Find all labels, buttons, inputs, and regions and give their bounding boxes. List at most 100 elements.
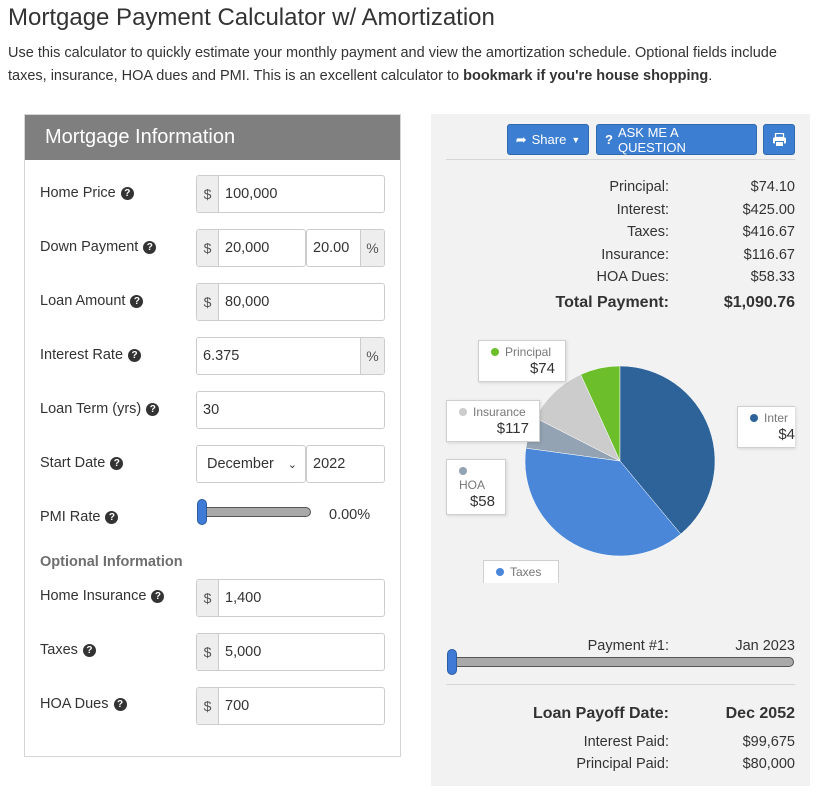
print-button[interactable]: [763, 124, 795, 155]
chevron-down-icon: ⌄: [287, 458, 297, 471]
down-payment-percent-input[interactable]: [307, 230, 360, 266]
principal-paid-label: Principal Paid:: [576, 756, 669, 772]
interest-rate-input[interactable]: [197, 338, 360, 374]
start-month-select[interactable]: December ⌄: [196, 445, 306, 483]
loan-amount-input[interactable]: [219, 284, 384, 320]
loan-payoff-row: Loan Payoff Date: Dec 2052: [446, 705, 795, 727]
share-label: Share: [531, 132, 567, 147]
divider: [446, 159, 795, 160]
hoa-tooltip-name: HOA: [459, 478, 486, 492]
interest-tooltip: Inter $4: [737, 406, 795, 448]
home-insurance-input[interactable]: [219, 580, 384, 616]
taxes-tooltip-name: Taxes: [510, 565, 542, 579]
pie-slice-taxes[interactable]: [524, 447, 682, 557]
hoa-dues-field[interactable]: $: [196, 687, 385, 725]
share-icon: ➦: [515, 131, 527, 147]
help-icon[interactable]: ?: [130, 294, 144, 308]
interest-paid-row: Interest Paid: $99,675: [446, 734, 795, 756]
help-icon[interactable]: ?: [113, 697, 127, 711]
loan-term-field[interactable]: [196, 391, 385, 429]
down-payment-label-text: Down Payment: [40, 239, 139, 255]
help-icon[interactable]: ?: [143, 240, 157, 254]
loan-payoff-label: Loan Payoff Date:: [532, 705, 669, 722]
interest-row: Interest: $425.00: [446, 202, 795, 224]
intro-bold-text: bookmark if you're house shopping: [463, 68, 709, 84]
intro-text: Use this calculator to quickly estimate …: [8, 45, 777, 84]
total-payment-label: Total Payment:: [555, 294, 670, 311]
hoa-tooltip: HOA $58: [446, 459, 506, 515]
pmi-slider-handle[interactable]: [197, 499, 207, 525]
loan-term-input[interactable]: [197, 392, 384, 428]
taxes-field[interactable]: $: [196, 633, 385, 671]
insurance-tooltip-name: Insurance: [473, 405, 526, 419]
interest-rate-field[interactable]: %: [196, 337, 385, 375]
ask-question-label: ASK ME A QUESTION: [617, 124, 686, 155]
ask-question-button[interactable]: ? ASK ME A QUESTION: [596, 124, 757, 155]
principal-paid-value: $80,000: [742, 756, 795, 772]
dollar-addon: $: [197, 688, 219, 724]
interest-value: $425.00: [742, 202, 795, 218]
interest-rate-label: Interest Rate ?: [40, 347, 142, 363]
payment-pie-chart: [524, 365, 716, 557]
payment-slider-track[interactable]: [447, 657, 794, 667]
share-button[interactable]: ➦ Share ▼: [507, 124, 589, 155]
payment-number-label: Payment #1:: [587, 638, 669, 654]
taxes-row: Taxes: $416.67: [446, 224, 795, 246]
intro-end: .: [708, 68, 713, 84]
insurance-row: Insurance: $116.67: [446, 247, 795, 269]
hoa-row: HOA Dues: $58.33: [446, 269, 795, 291]
down-payment-percent-field[interactable]: %: [306, 229, 385, 267]
question-icon: ?: [605, 132, 613, 147]
hoa-dot: [459, 467, 467, 475]
pmi-rate-label-text: PMI Rate: [40, 509, 101, 525]
principal-paid-row: Principal Paid: $80,000: [446, 756, 795, 778]
payment-slider-handle[interactable]: [447, 649, 457, 675]
down-payment-input[interactable]: [219, 230, 305, 266]
interest-rate-label-text: Interest Rate: [40, 347, 124, 363]
optional-info-header: Optional Information: [40, 554, 183, 570]
percent-addon: %: [360, 338, 384, 374]
hoa-summary-label: HOA Dues:: [596, 269, 669, 285]
principal-tooltip-name: Principal: [505, 345, 552, 359]
help-icon[interactable]: ?: [82, 643, 96, 657]
taxes-input[interactable]: [219, 634, 384, 670]
principal-tooltip-value: $74: [529, 360, 555, 377]
print-icon: [772, 132, 786, 147]
home-price-input[interactable]: [219, 176, 384, 212]
hoa-dues-input[interactable]: [219, 688, 384, 724]
help-icon[interactable]: ?: [120, 186, 134, 200]
start-year-input[interactable]: [307, 446, 384, 482]
home-insurance-label: Home Insurance ?: [40, 588, 165, 604]
principal-dot: [491, 348, 499, 356]
divider: [446, 684, 795, 685]
loan-amount-field[interactable]: $: [196, 283, 385, 321]
down-payment-field[interactable]: $: [196, 229, 306, 267]
loan-payoff-date: Dec 2052: [725, 705, 795, 722]
help-icon[interactable]: ?: [128, 348, 142, 362]
principal-row: Principal: $74.10: [446, 179, 795, 201]
start-month-value: December: [207, 456, 274, 472]
start-year-field[interactable]: [306, 445, 385, 483]
pmi-slider-track[interactable]: [197, 507, 311, 517]
hoa-tooltip-value: $58: [469, 493, 495, 510]
mortgage-info-panel: Mortgage Information Home Price ? $ Down…: [24, 114, 401, 757]
dollar-addon: $: [197, 176, 219, 212]
page-title: Mortgage Payment Calculator w/ Amortizat…: [8, 4, 495, 31]
help-icon[interactable]: ?: [151, 589, 165, 603]
loan-amount-label: Loan Amount ?: [40, 293, 144, 309]
help-icon[interactable]: ?: [146, 402, 160, 416]
pie-slice-interest[interactable]: [619, 365, 716, 535]
home-price-field[interactable]: $: [196, 175, 385, 213]
loan-term-label-text: Loan Term (yrs): [40, 401, 142, 417]
help-icon[interactable]: ?: [105, 510, 119, 524]
taxes-summary-label: Taxes:: [627, 224, 669, 240]
interest-dot: [750, 414, 758, 422]
home-insurance-field[interactable]: $: [196, 579, 385, 617]
payment-date: Jan 2023: [735, 638, 795, 654]
principal-label: Principal:: [609, 179, 669, 195]
home-price-label-text: Home Price: [40, 185, 116, 201]
start-date-label: Start Date ?: [40, 455, 124, 471]
dollar-addon: $: [197, 284, 219, 320]
intro-paragraph: Use this calculator to quickly estimate …: [8, 42, 808, 88]
help-icon[interactable]: ?: [110, 456, 124, 470]
